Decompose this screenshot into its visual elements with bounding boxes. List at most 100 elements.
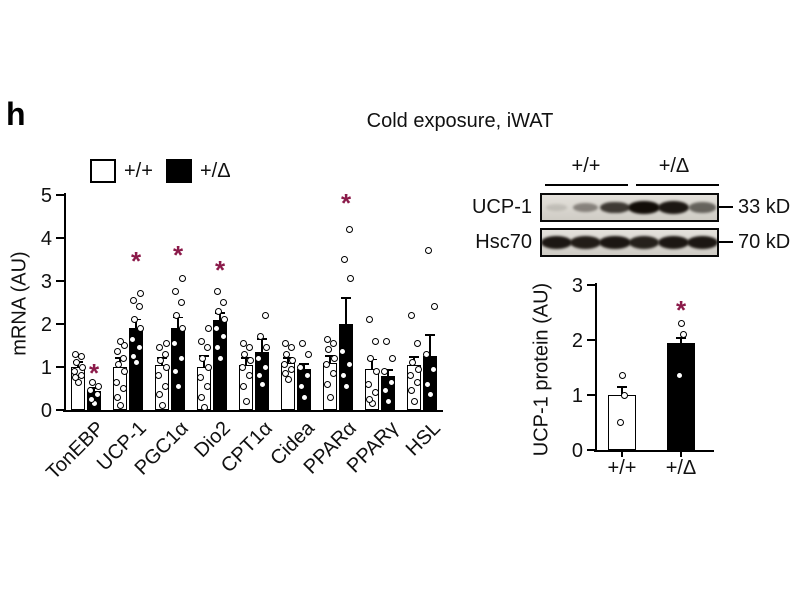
data-point	[346, 275, 354, 283]
data-point	[161, 382, 169, 390]
error-bar-cap	[325, 355, 335, 358]
data-point	[128, 335, 136, 343]
data-point	[298, 339, 306, 347]
data-point	[329, 369, 337, 377]
data-point	[219, 299, 227, 306]
data-point	[204, 324, 212, 332]
y-axis	[595, 283, 597, 452]
data-point	[155, 344, 163, 352]
data-point	[93, 391, 101, 399]
y-tick-label: 2	[40, 314, 52, 336]
data-point	[620, 391, 628, 399]
data-point	[408, 359, 416, 367]
blot-band	[628, 236, 660, 249]
data-point	[72, 359, 80, 367]
data-point	[280, 361, 288, 369]
y-axis-tick	[56, 366, 64, 368]
blot-group-label-mutant: +/Δ	[658, 155, 690, 177]
y-axis-tick	[56, 237, 64, 239]
error-bar	[219, 313, 221, 320]
data-point	[94, 382, 102, 390]
legend-label-wildtype: +/+	[124, 160, 153, 182]
legend-swatch-wildtype	[90, 159, 116, 183]
data-point	[365, 395, 373, 403]
data-point	[288, 357, 296, 365]
data-point	[365, 316, 373, 324]
y-axis-tick	[56, 323, 64, 325]
data-point	[338, 348, 346, 356]
data-point	[200, 404, 208, 412]
data-point	[366, 354, 374, 362]
error-bar-cap	[283, 357, 293, 360]
error-bar-cap	[241, 357, 251, 360]
blot-strip-ucp1	[540, 193, 719, 222]
data-point	[71, 350, 79, 358]
category-label: +/+	[607, 457, 637, 479]
data-point	[413, 378, 421, 386]
data-point	[371, 337, 379, 345]
data-point	[284, 376, 292, 384]
data-point	[282, 350, 290, 358]
y-tick-label: 1	[40, 357, 52, 379]
y-axis-tick	[56, 194, 64, 196]
blot-band	[599, 235, 631, 250]
blot-band	[686, 235, 717, 250]
blot-row-label-hsc70: Hsc70	[475, 231, 532, 253]
data-point	[220, 316, 228, 324]
data-point	[135, 303, 143, 311]
data-point	[675, 372, 683, 380]
data-point	[177, 299, 185, 306]
data-point	[77, 372, 85, 380]
data-point	[381, 387, 389, 395]
data-point	[171, 288, 179, 296]
data-point	[204, 363, 212, 371]
blot-group-label-wildtype: +/+	[571, 155, 601, 177]
data-point	[129, 352, 137, 360]
data-point	[120, 367, 128, 375]
data-point	[245, 344, 253, 352]
error-bar	[245, 358, 247, 365]
blot-strip-hsc70	[540, 228, 719, 257]
data-point	[162, 363, 170, 371]
y-tick-label: 3	[40, 271, 52, 293]
data-point	[616, 419, 624, 426]
data-point	[677, 320, 685, 327]
error-bar	[135, 319, 137, 329]
data-point	[88, 378, 96, 386]
y-tick-label: 0	[40, 400, 52, 422]
data-point	[679, 331, 687, 338]
blot-group-underline	[545, 184, 628, 186]
y-axis-tick	[56, 409, 64, 411]
blot-band	[628, 200, 661, 215]
error-bar-cap	[617, 385, 627, 388]
error-bar	[177, 317, 179, 329]
data-point	[426, 391, 434, 399]
data-point	[281, 339, 289, 347]
data-point	[198, 354, 206, 362]
data-point	[239, 382, 247, 390]
data-point	[113, 393, 121, 401]
data-point	[178, 275, 186, 283]
data-point	[430, 303, 438, 311]
data-point	[203, 382, 211, 390]
bar	[667, 342, 695, 450]
y-axis	[64, 193, 66, 412]
data-point	[178, 324, 186, 332]
data-point	[322, 361, 330, 369]
data-point	[618, 372, 626, 380]
data-point	[261, 363, 269, 371]
data-point	[174, 382, 182, 390]
blot-band	[570, 236, 602, 249]
error-bar	[371, 359, 373, 370]
error-bar	[387, 370, 389, 376]
marker-label-70kd: 70 kD	[738, 231, 791, 253]
data-point	[197, 337, 205, 345]
data-point	[155, 391, 163, 399]
bar	[339, 324, 353, 410]
error-bar-cap	[89, 387, 99, 389]
data-point	[414, 365, 422, 373]
significance-asterisk: *	[675, 294, 687, 325]
data-point	[119, 385, 127, 392]
protein-y-axis-label: UCP-1 protein (AU)	[530, 282, 553, 457]
data-point	[113, 348, 121, 356]
